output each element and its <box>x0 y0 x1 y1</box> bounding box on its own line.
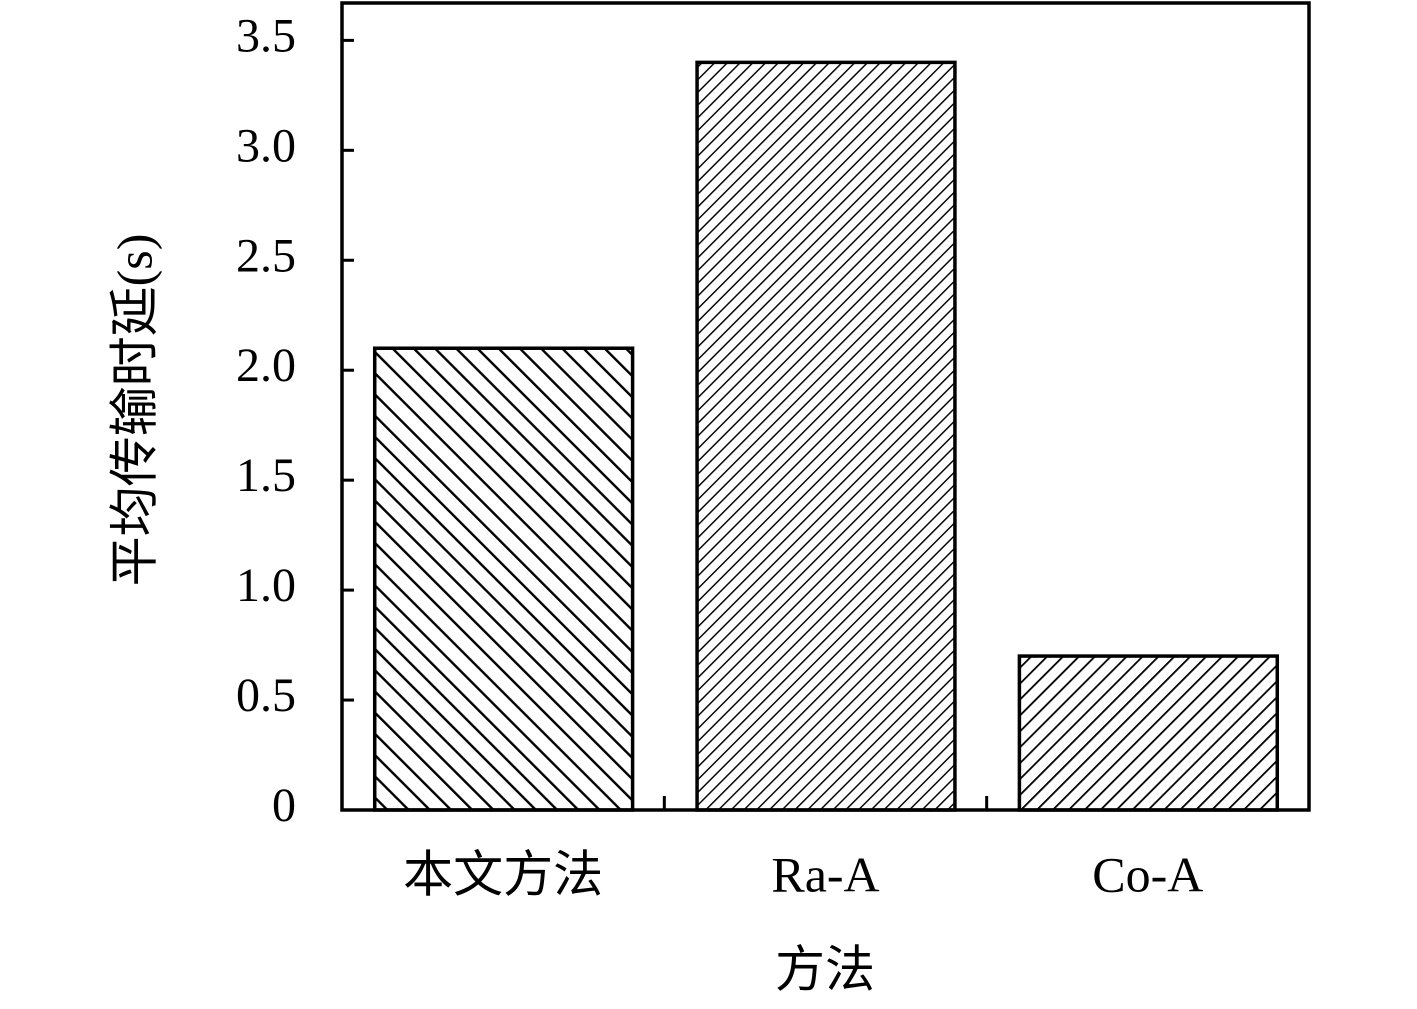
x-tick-label: 本文方法 <box>403 846 603 902</box>
y-tick-label: 0.5 <box>236 669 296 722</box>
bar <box>695 60 957 812</box>
y-tick-label: 3.5 <box>236 9 296 62</box>
bar <box>1017 654 1280 812</box>
x-axis-label: 方法 <box>775 941 875 997</box>
y-tick-label: 3.0 <box>236 119 296 172</box>
x-tick-label: Co-A <box>1092 846 1203 902</box>
x-tick-label: Ra-A <box>771 846 879 902</box>
y-tick-label: 2.0 <box>236 339 296 392</box>
bar <box>372 346 635 812</box>
y-tick-label: 1.0 <box>236 559 296 612</box>
y-tick-label: 2.5 <box>236 229 296 282</box>
y-tick-label: 0 <box>272 779 296 832</box>
plot-frame <box>340 1 1311 812</box>
y-tick-label: 1.5 <box>236 449 296 502</box>
y-axis-label: 平均传输时延(s) <box>106 234 162 587</box>
